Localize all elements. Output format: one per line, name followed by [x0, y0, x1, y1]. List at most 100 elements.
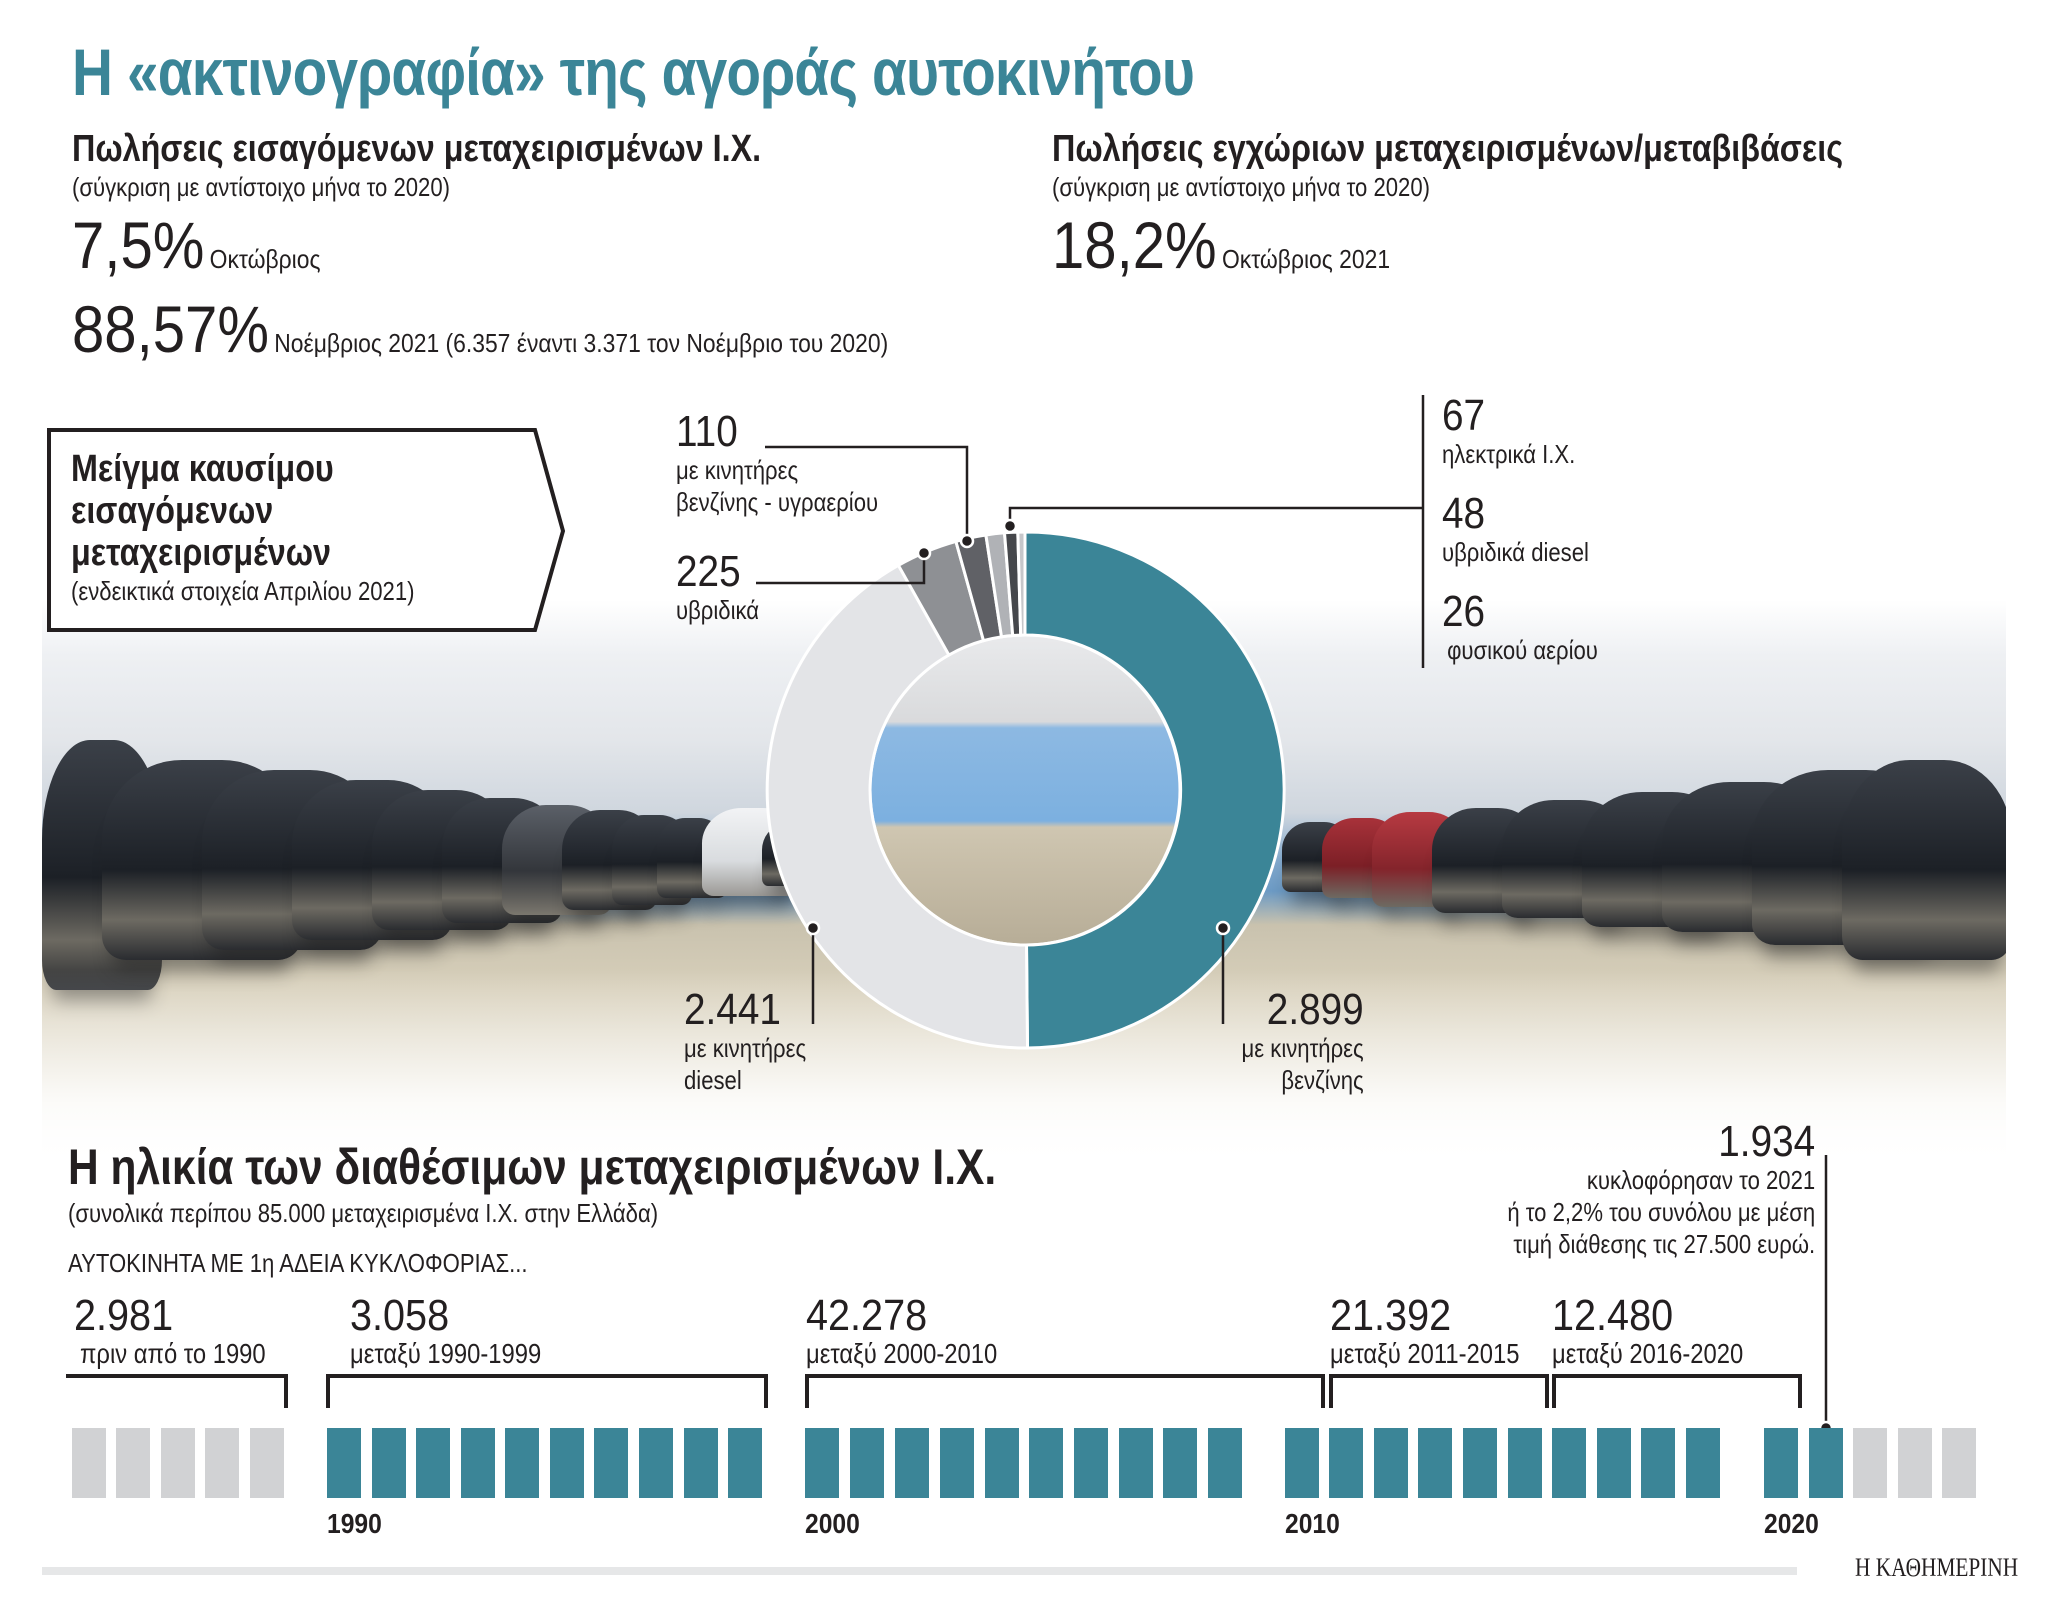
age-section-heading: Η ηλικία των διαθέσιμων μεταχειρισμένων …	[68, 1139, 997, 1195]
stat-note: Οκτώβριος 2021	[1221, 244, 1391, 274]
donut-segment-petrol	[1023, 530, 1286, 1050]
callout-text: τιμή διάθεσης τις 27.500 ευρώ.	[1513, 1229, 1815, 1259]
year-block	[416, 1428, 450, 1498]
age-section-subtitle: (συνολικά περίπου 85.000 μεταχειρισμένα …	[68, 1198, 659, 1228]
label-text: φυσικού αερίου	[1447, 635, 1598, 665]
label-text: υβριδικά	[676, 595, 760, 625]
year-block	[728, 1428, 762, 1498]
footer-rule	[42, 1567, 1797, 1575]
year-block	[895, 1428, 929, 1498]
year-block	[1374, 1428, 1408, 1498]
group-value: 2.981	[74, 1291, 174, 1340]
year-block-1990	[327, 1428, 361, 1498]
year-block-2010	[1285, 1428, 1319, 1498]
year-block	[1853, 1428, 1887, 1498]
label-value: 110	[676, 407, 738, 456]
year-block	[1898, 1428, 1932, 1498]
year-block	[1463, 1428, 1497, 1498]
group-value: 42.278	[806, 1291, 928, 1340]
label-value: 2.899	[1267, 985, 1364, 1034]
year-block	[985, 1428, 1019, 1498]
donut-segment-diesel	[765, 563, 1030, 1050]
arrow-box-outline	[47, 428, 566, 632]
label-petrol: 2.899 με κινητήρες βενζίνης	[1220, 988, 1364, 1096]
donut-segment-natural-gas	[1016, 530, 1027, 637]
callout-2021: 1.934 κυκλοφόρησαν το 2021 ή το 2,2% του…	[1453, 1120, 1815, 1260]
year-block	[1597, 1428, 1631, 1498]
label-text: με κινητήρες	[676, 455, 799, 485]
callout-text: ή το 2,2% του συνόλου με μέση	[1507, 1197, 1815, 1227]
year-block	[1641, 1428, 1675, 1498]
label-value: 48	[1442, 489, 1486, 538]
domestic-sales-subtitle: (σύγκριση με αντίστοιχο μήνα το 2020)	[1052, 172, 1430, 202]
label-text: ηλεκτρικά Ι.Χ.	[1442, 439, 1576, 469]
label-natural-gas: 26 φυσικού αερίου	[1442, 590, 1625, 666]
year-block	[1686, 1428, 1720, 1498]
group-value: 3.058	[350, 1291, 450, 1340]
group-value: 12.480	[1552, 1291, 1674, 1340]
label-text: βενζίνης - υγραερίου	[676, 487, 879, 517]
group-value: 21.392	[1330, 1291, 1452, 1340]
year-block	[1074, 1428, 1108, 1498]
age-section-caption: ΑΥΤΟΚΙΝΗΤΑ ΜΕ 1η ΑΔΕΙΑ ΚΥΚΛΟΦΟΡΙΑΣ...	[68, 1248, 528, 1278]
stat-value: 88,57%	[72, 292, 269, 366]
label-electric: 67 ηλεκτρικά Ι.Χ.	[1442, 394, 1599, 470]
year-block	[1029, 1428, 1063, 1498]
age-group-2016-2020: 12.480 μεταξύ 2016-2020	[1552, 1294, 1777, 1370]
year-block	[1418, 1428, 1452, 1498]
fuel-mix-title-line3: μεταχειρισμένων	[71, 532, 331, 574]
stat-note: Νοέμβριος 2021 (6.357 έναντι 3.371 τον Ν…	[274, 328, 889, 358]
group-label: μεταξύ 2011-2015	[1330, 1338, 1520, 1369]
donut-leader-lines	[756, 395, 1425, 1024]
label-value: 26	[1442, 587, 1486, 636]
year-block	[72, 1428, 106, 1498]
callout-text: κυκλοφόρησαν το 2021	[1586, 1165, 1815, 1195]
imported-sales-subtitle: (σύγκριση με αντίστοιχο μήνα το 2020)	[72, 172, 450, 202]
year-block	[1163, 1428, 1197, 1498]
callout-value: 1.934	[1718, 1117, 1815, 1166]
year-block	[161, 1428, 195, 1498]
brand-logo: Η ΚΑΘΗΜΕΡΙΝΗ	[1855, 1553, 2019, 1582]
age-group-2011-2015: 21.392 μεταξύ 2011-2015	[1330, 1294, 1553, 1370]
label-text: υβριδικά diesel	[1442, 537, 1589, 567]
fuel-mix-title-line2: εισαγόμενων	[71, 490, 274, 532]
year-block	[1329, 1428, 1363, 1498]
year-block	[505, 1428, 539, 1498]
fuel-mix-label-box: Μείγμα καυσίμου εισαγόμενων μεταχειρισμέ…	[47, 428, 566, 632]
domestic-sales-heading: Πωλήσεις εγχώριων μεταχειρισμένων/μεταβι…	[1052, 128, 1844, 170]
fuel-mix-note: (ενδεικτικά στοιχεία Απριλίου 2021)	[71, 576, 415, 606]
year-tick-1990: 1990	[327, 1508, 382, 1539]
age-group-1990-1999: 3.058 μεταξύ 1990-1999	[350, 1294, 575, 1370]
imported-sales-stat-october: 7,5% Οκτώβριος	[72, 212, 320, 278]
year-block	[250, 1428, 284, 1498]
fuel-mix-title-line1: Μείγμα καυσίμου	[71, 448, 334, 490]
year-tick-2010: 2010	[1285, 1508, 1340, 1539]
stat-note: Οκτώβριος	[209, 244, 321, 274]
imported-sales-stat-november: 88,57% Νοέμβριος 2021 (6.357 έναντι 3.371…	[72, 296, 888, 362]
year-block	[684, 1428, 718, 1498]
domestic-sales-stat: 18,2% Οκτώβριος 2021	[1052, 212, 1390, 278]
year-block	[850, 1428, 884, 1498]
bracket-2011-2015	[1329, 1374, 1549, 1408]
year-block-2000	[805, 1428, 839, 1498]
group-label: μεταξύ 2016-2020	[1552, 1338, 1744, 1369]
bracket-pre1990	[66, 1374, 288, 1408]
label-lpg: 110 με κινητήρες βενζίνης - υγραερίου	[676, 410, 914, 518]
group-label: μεταξύ 1990-1999	[350, 1338, 542, 1369]
label-hybrid-diesel: 48 υβριδικά diesel	[1442, 492, 1615, 568]
stat-value: 7,5%	[72, 208, 205, 282]
age-group-2000-2010: 42.278 μεταξύ 2000-2010	[806, 1294, 1031, 1370]
year-block	[461, 1428, 495, 1498]
group-label: πριν από το 1990	[80, 1338, 266, 1369]
year-block	[1208, 1428, 1242, 1498]
year-block	[205, 1428, 239, 1498]
stat-value: 18,2%	[1052, 208, 1217, 282]
group-label: μεταξύ 2000-2010	[806, 1338, 998, 1369]
donut-leader-dots	[805, 518, 1231, 936]
label-text: με κινητήρες	[684, 1033, 807, 1063]
label-value: 2.441	[684, 985, 781, 1034]
year-block-2020	[1764, 1428, 1798, 1498]
year-block-2021	[1809, 1428, 1843, 1498]
bracket-2000-2010	[805, 1374, 1325, 1408]
